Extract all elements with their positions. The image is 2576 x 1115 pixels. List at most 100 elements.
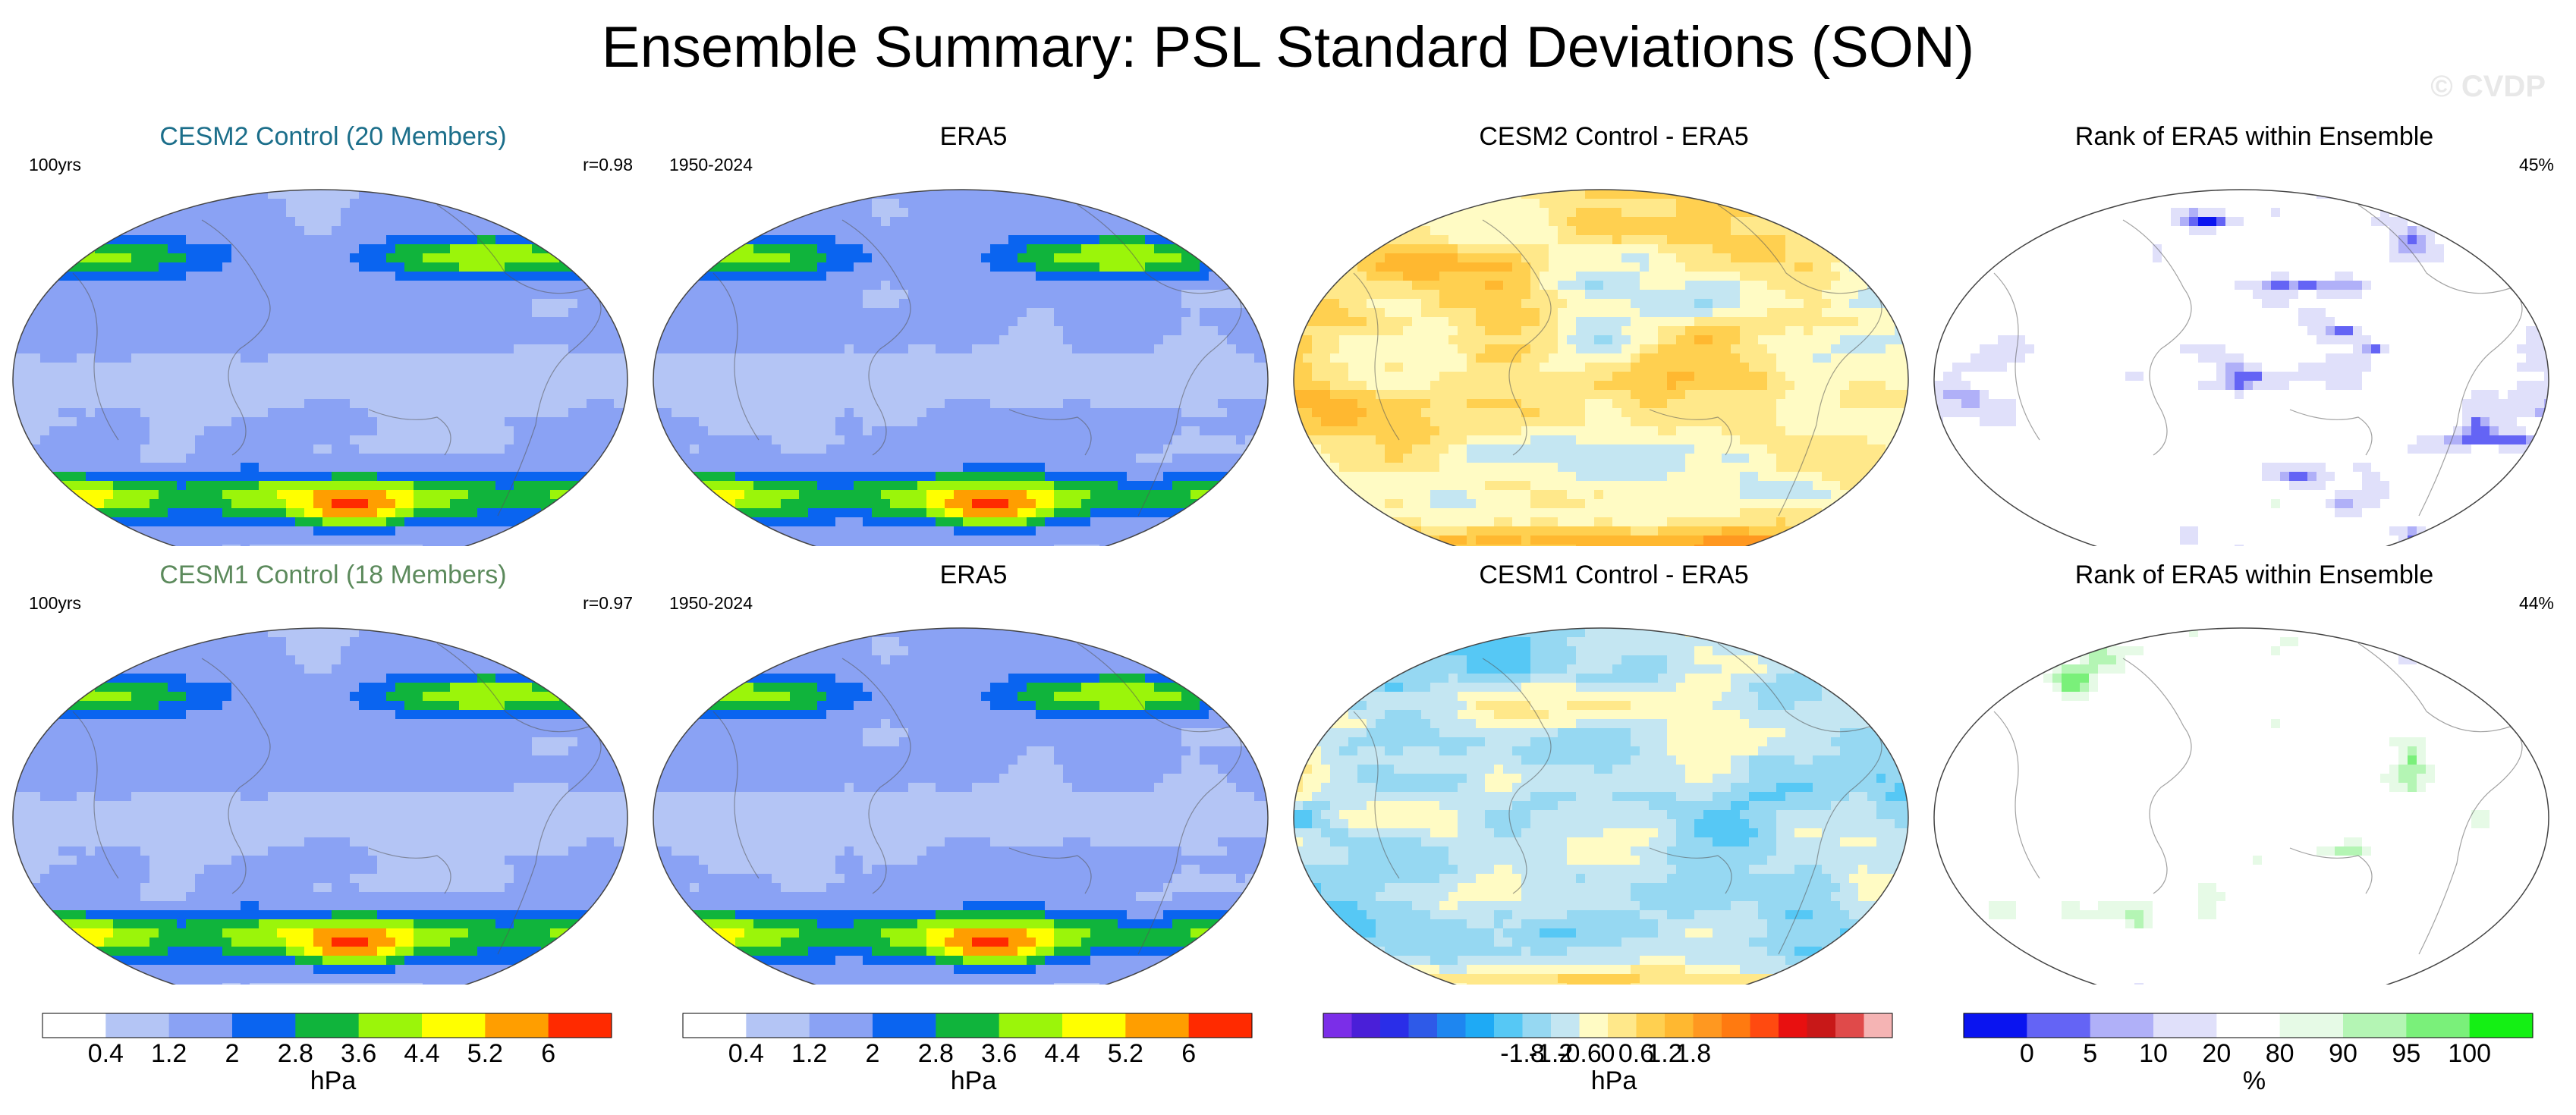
map-cell (432, 472, 442, 482)
map-cell (1209, 326, 1219, 336)
map-cell (596, 199, 605, 209)
map-cell (717, 208, 727, 218)
map-cell (1036, 199, 1046, 209)
map-cell (477, 499, 487, 509)
map-cell (304, 208, 314, 218)
map-cell (708, 199, 718, 209)
map-cell (414, 299, 423, 309)
map-cell (377, 390, 387, 400)
map-cell (872, 199, 882, 209)
map-cell (350, 363, 360, 372)
map-cell (259, 399, 269, 409)
map-cell (459, 490, 469, 500)
map-cell (708, 408, 718, 418)
map-cell (1154, 335, 1164, 345)
map-cell (104, 226, 114, 236)
map-cell (495, 454, 505, 463)
map-cell (368, 435, 378, 445)
map-cell (1181, 272, 1191, 281)
map-cell (835, 253, 845, 263)
map-cell (559, 399, 569, 409)
map-cell (77, 199, 86, 209)
map-cell (486, 435, 496, 445)
map-cell (395, 253, 405, 263)
map-cell (40, 317, 50, 327)
map-cell (341, 272, 351, 281)
map-cell (753, 372, 763, 382)
map-cell (890, 390, 900, 400)
map-cell (1081, 463, 1091, 473)
map-cell (559, 217, 569, 227)
map-cell (1236, 326, 1246, 336)
map-cell (95, 290, 105, 300)
map-cell (1018, 417, 1027, 427)
map-cell (186, 208, 196, 218)
map-cell (672, 372, 681, 382)
map-cell (368, 262, 378, 272)
map-cell (681, 417, 690, 427)
map-cell (772, 217, 782, 227)
map-cell (1072, 299, 1082, 309)
map-cell (662, 290, 672, 300)
map-cell (386, 399, 396, 409)
map-cell (1172, 463, 1182, 473)
map-cell (954, 253, 964, 263)
map-cell (772, 444, 782, 454)
map-cell (49, 444, 59, 454)
map-cell (313, 444, 323, 454)
map-cell (899, 272, 909, 281)
map-cell (313, 526, 323, 536)
map-cell (505, 444, 514, 454)
map-cell (605, 399, 615, 409)
map-cell (1063, 290, 1073, 300)
map-cell (781, 381, 791, 391)
map-cell (1200, 399, 1209, 409)
map-cell (1172, 272, 1182, 281)
map-cell (1172, 372, 1182, 382)
map-cell (917, 335, 927, 345)
map-cell (414, 526, 423, 536)
map-cell (350, 526, 360, 536)
map-cell (441, 281, 451, 291)
map-cell (213, 244, 223, 254)
map-cell (1209, 335, 1219, 345)
map-cell (653, 262, 663, 272)
map-cell (441, 353, 451, 363)
map-cell (568, 335, 578, 345)
map-cell (168, 335, 178, 345)
map-cell (22, 417, 32, 427)
map-cell (523, 390, 533, 400)
map-cell (332, 536, 341, 545)
map-cell (204, 326, 214, 336)
map-cell (872, 281, 882, 291)
map-cell (1054, 226, 1064, 236)
map-cell (662, 417, 672, 427)
map-cell (1245, 290, 1255, 300)
map-cell (1036, 281, 1046, 291)
map-cell (1172, 444, 1182, 454)
map-cell (86, 399, 96, 409)
map-cell (259, 444, 269, 454)
map-cell (168, 526, 178, 536)
map-cell (495, 326, 505, 336)
map-cell (1200, 190, 1209, 199)
map-cell (1190, 408, 1200, 418)
map-cell (699, 372, 709, 382)
map-cell (908, 326, 918, 336)
map-cell (1190, 426, 1200, 436)
map-cell (322, 517, 332, 527)
map-cell (954, 235, 964, 245)
map-cell (1218, 435, 1228, 445)
map-cell (1172, 244, 1182, 254)
map-cell (1190, 199, 1200, 209)
map-cell (441, 290, 451, 300)
map-cell (735, 190, 745, 199)
map-cell (845, 363, 854, 372)
map-cell (1081, 253, 1091, 263)
map-cell (717, 390, 727, 400)
map-cell (872, 390, 882, 400)
map-cell (541, 226, 551, 236)
map-cell (1109, 463, 1118, 473)
map-cell (477, 272, 487, 281)
map-cell (295, 244, 305, 254)
